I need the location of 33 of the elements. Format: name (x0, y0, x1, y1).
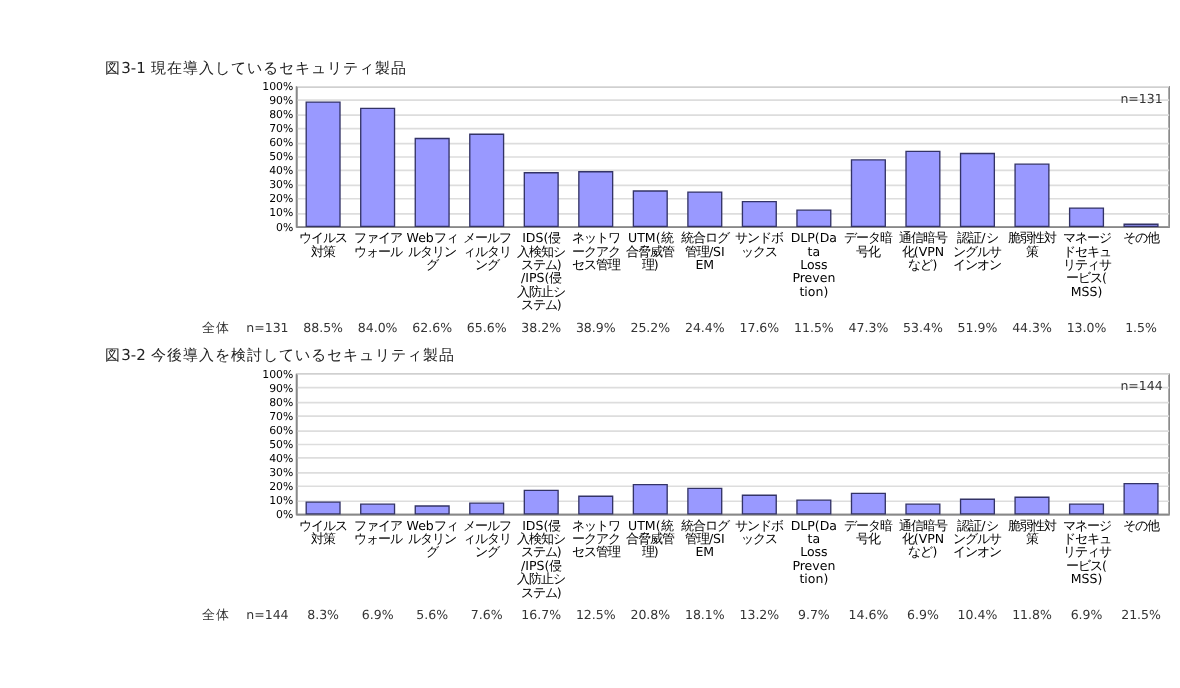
bar (632, 190, 668, 228)
bar (1123, 482, 1159, 515)
bar (796, 499, 832, 515)
bar (360, 107, 396, 228)
bar (414, 137, 450, 228)
bar (959, 152, 996, 228)
bar (469, 502, 505, 515)
bar (632, 483, 668, 515)
bar (305, 101, 341, 228)
bar (741, 494, 777, 515)
bar (469, 133, 505, 228)
bar (1014, 163, 1050, 228)
bar (305, 501, 341, 515)
bar (796, 209, 832, 228)
bar (850, 159, 886, 228)
bar (578, 171, 614, 228)
bar (523, 489, 559, 515)
bar (959, 498, 996, 515)
bar (741, 200, 777, 228)
chart-title: 図3-2 今後導入を検討しているセキュリティ製品 (105, 346, 455, 365)
bar (1068, 503, 1105, 515)
bar (360, 503, 396, 515)
bar (578, 495, 614, 515)
bar (1068, 207, 1105, 228)
bar (523, 172, 559, 228)
bar (850, 492, 886, 515)
chart-title: 図3-1 現在導入しているセキュリティ製品 (105, 58, 407, 77)
bar (1014, 496, 1050, 515)
bar (687, 487, 723, 515)
bar (905, 503, 941, 515)
bar (905, 150, 941, 228)
bar (414, 505, 450, 515)
bar (687, 191, 723, 228)
